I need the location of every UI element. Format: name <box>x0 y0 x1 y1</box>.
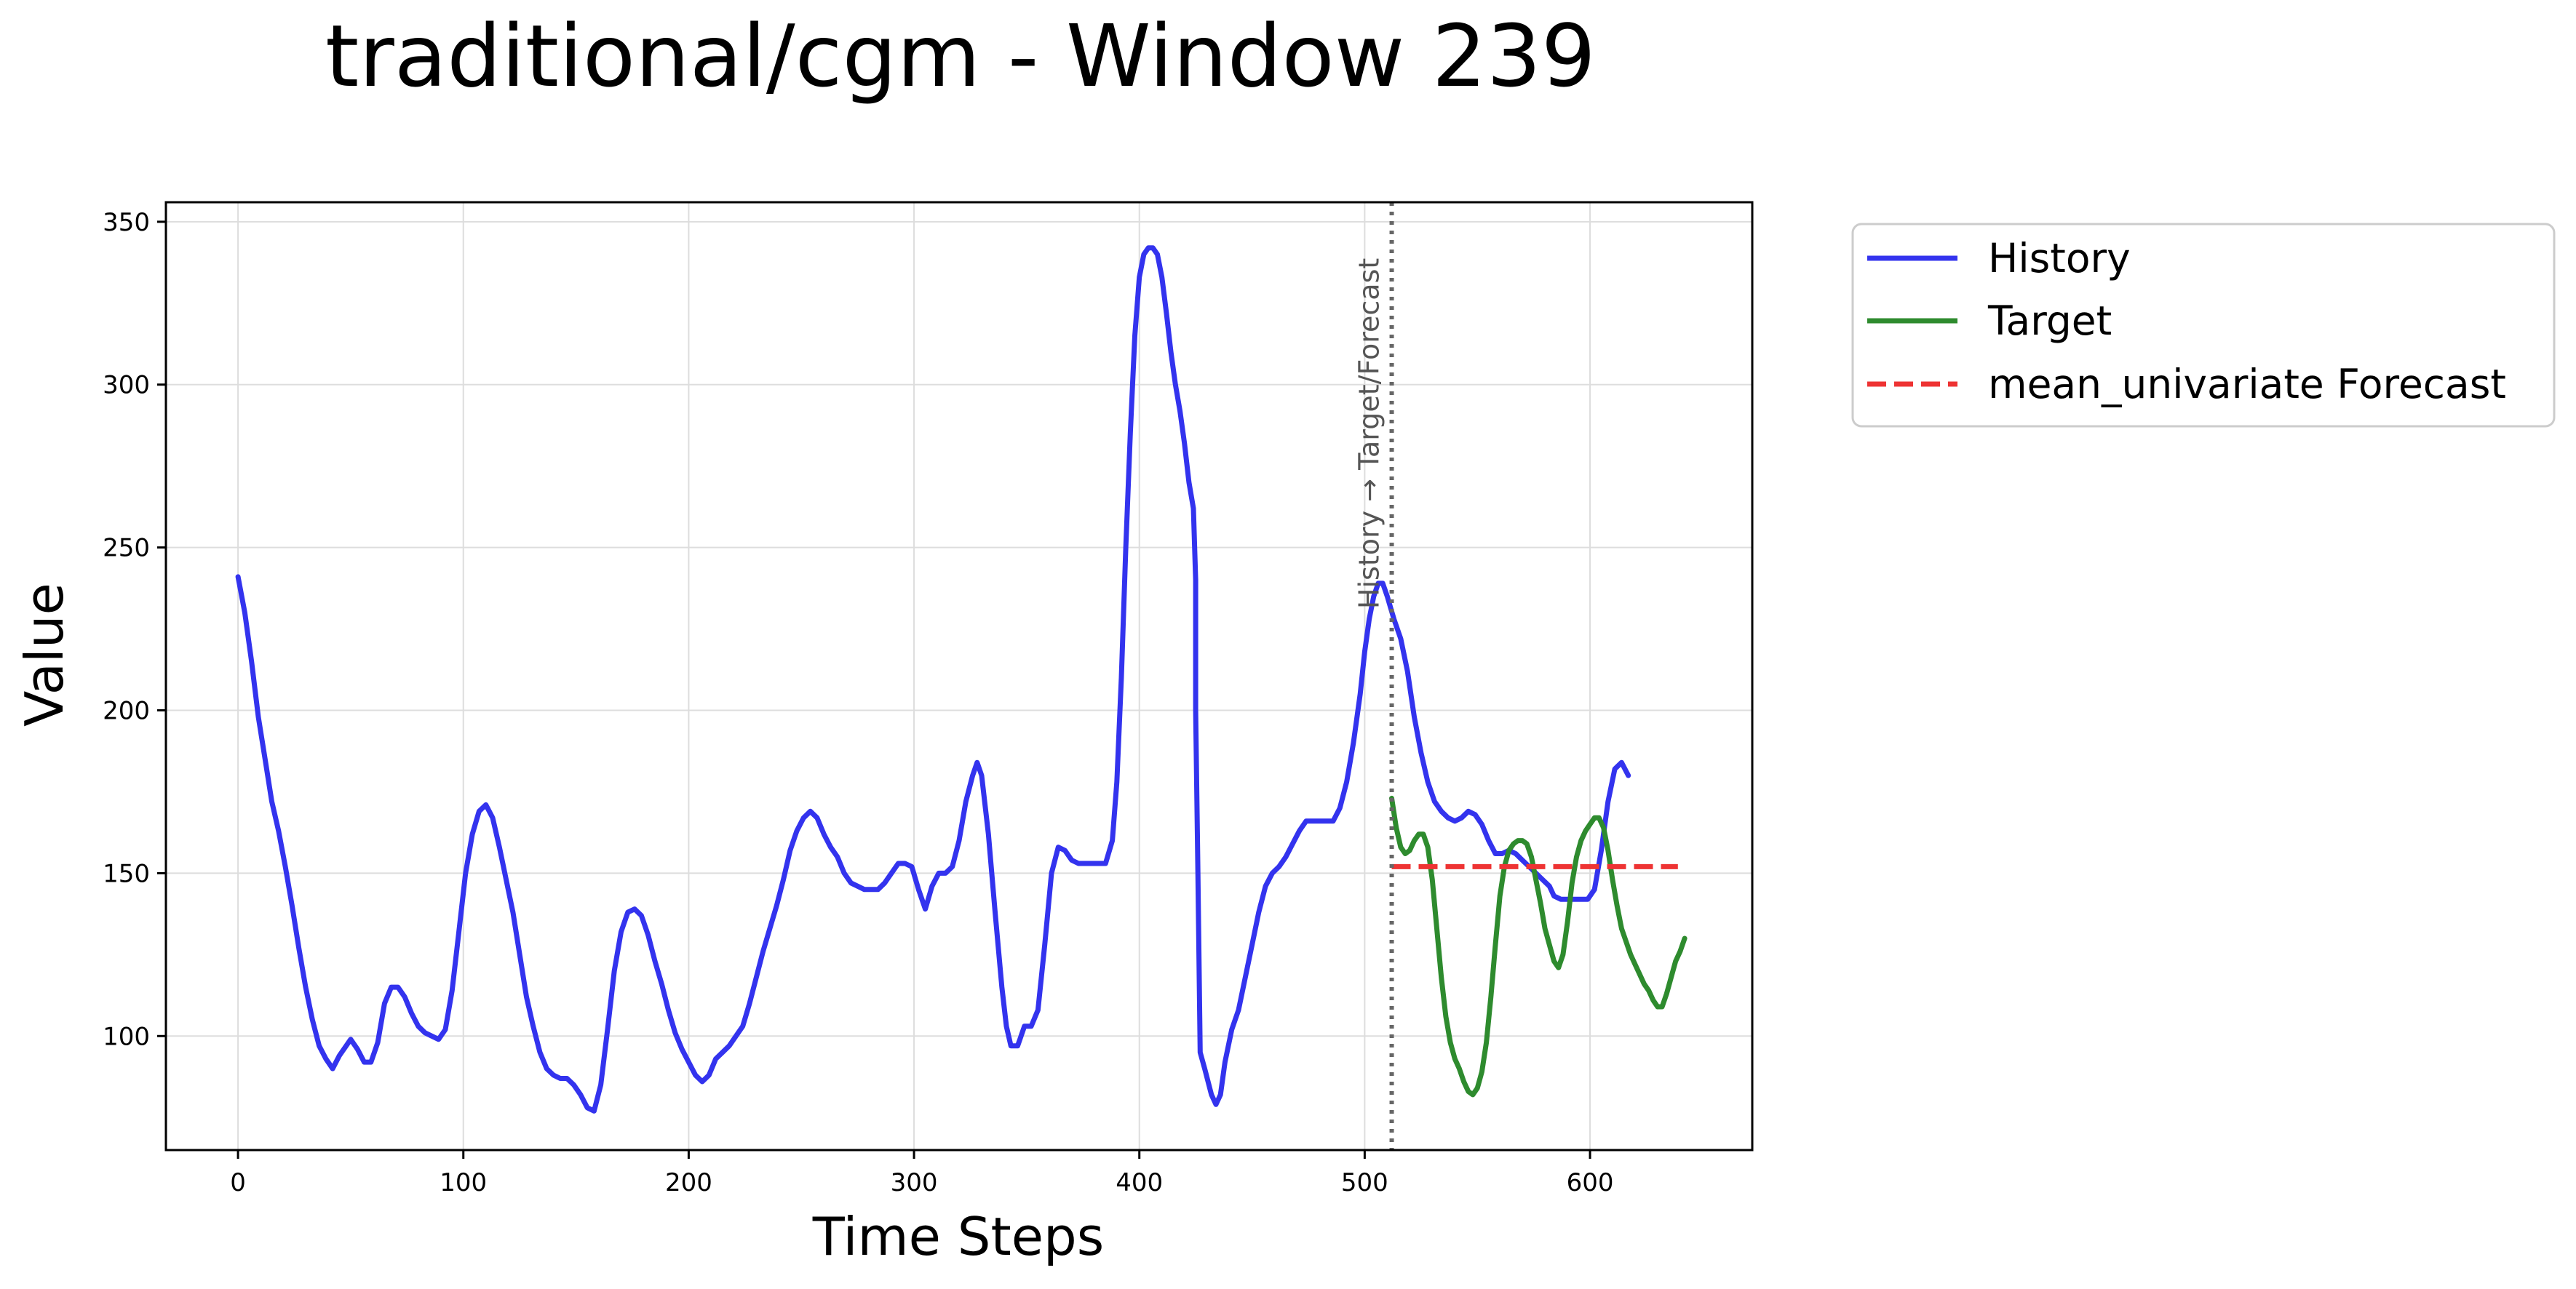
chart-title: traditional/cgm - Window 239 <box>325 6 1596 106</box>
x-tick-label: 100 <box>440 1168 487 1197</box>
y-tick-label: 200 <box>103 697 150 726</box>
legend: History Target mean_univariate Forecast <box>1851 223 2556 428</box>
legend-entry-forecast: mean_univariate Forecast <box>1988 361 2506 407</box>
split-marker: History → Target/Forecast <box>1353 202 1394 1150</box>
x-tick-label: 200 <box>665 1168 712 1197</box>
series-target-line <box>1389 795 1687 1098</box>
x-tick-label: 500 <box>1341 1168 1388 1197</box>
series-layer <box>235 245 1687 1114</box>
y-tick-label: 350 <box>103 208 150 237</box>
y-tick-label: 300 <box>103 371 150 400</box>
legend-entry-target: Target <box>1987 298 2112 344</box>
y-axis-label: Value <box>14 583 75 727</box>
y-tick-label: 250 <box>103 534 150 563</box>
plot-area-frame <box>164 201 1754 1152</box>
x-tick-label: 600 <box>1567 1168 1614 1197</box>
legend-entry-history: History <box>1988 235 2131 282</box>
y-tick-label: 150 <box>103 859 150 888</box>
x-tick-label: 300 <box>891 1168 938 1197</box>
legend-box <box>1851 223 2556 428</box>
x-tick-label: 400 <box>1116 1168 1163 1197</box>
x-axis-ticks: 0 100 200 300 400 500 600 <box>230 1150 1613 1197</box>
series-history-line <box>235 245 1631 1114</box>
grid-lines <box>166 202 1752 1150</box>
x-axis-label: Time Steps <box>812 1206 1105 1267</box>
y-tick-label: 100 <box>103 1022 150 1051</box>
x-tick-label: 0 <box>230 1168 246 1197</box>
split-annotation: History → Target/Forecast <box>1353 258 1386 609</box>
y-axis-ticks: 100 150 200 250 300 350 <box>103 208 166 1051</box>
